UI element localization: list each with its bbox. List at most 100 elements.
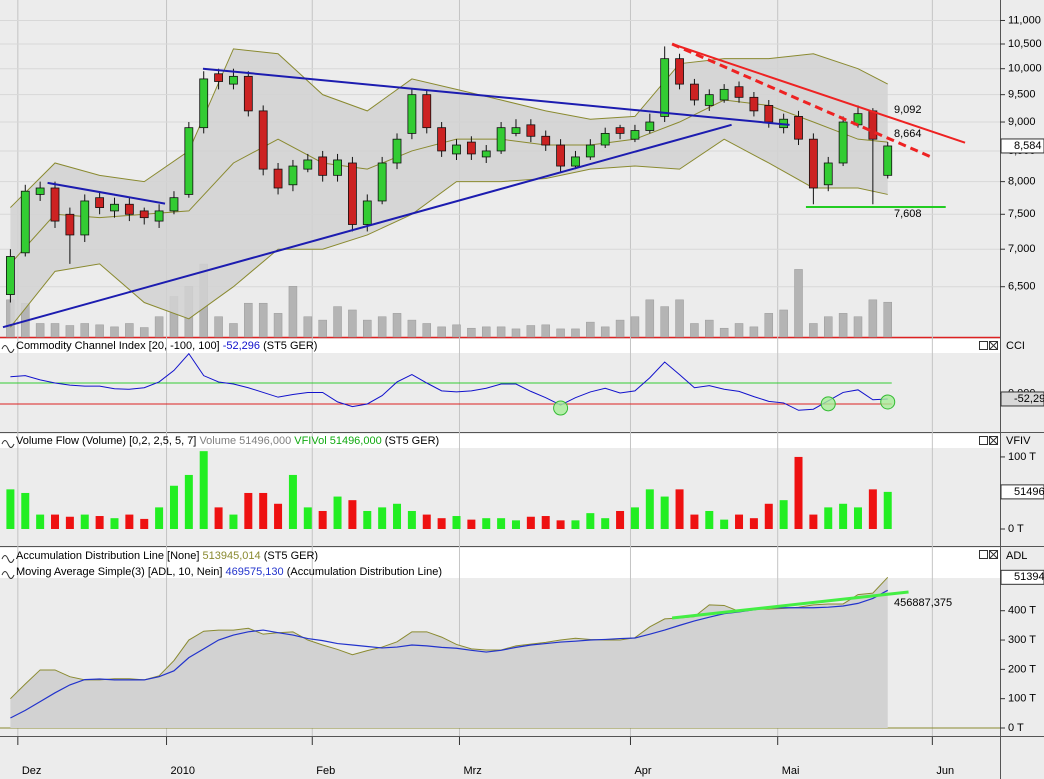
y-tick-label: 200 T (1008, 663, 1036, 675)
last-value-label: 51496,000 (1014, 486, 1044, 498)
panel-icons (1, 341, 998, 579)
volume-flow-bar (497, 518, 506, 529)
band-upper (10, 48, 888, 208)
volume-flow-bar (274, 503, 283, 529)
volume-bar (65, 325, 75, 338)
last-value-box (1000, 391, 1044, 407)
minimize-button[interactable] (979, 341, 988, 350)
volume-bar (392, 313, 402, 338)
volume-flow-bar (244, 492, 253, 529)
volume-flow-bar (794, 456, 803, 529)
header-part: (ST5 GER) (263, 340, 317, 352)
candle-body (585, 144, 595, 158)
candle-body (764, 105, 774, 123)
volume-flow-bar (571, 520, 580, 529)
y-tick-label: 7,000 (1008, 243, 1036, 255)
last-value-label: -52,296 (1014, 393, 1044, 405)
volume-flow-bar (6, 489, 15, 529)
candle-body (110, 203, 119, 212)
volume-flow-bar (616, 510, 625, 529)
band-lower (10, 138, 888, 328)
volume-bar (363, 319, 372, 338)
candle-body (675, 58, 684, 85)
candle-body (139, 210, 149, 219)
volume-flow-bar (511, 520, 520, 529)
volume-bar (690, 323, 699, 338)
candle-body (719, 88, 729, 101)
volume-bar (452, 324, 461, 338)
y-tick-label: 8,000 (1008, 176, 1036, 188)
volume-flow-bar (407, 510, 416, 529)
candle-body (823, 162, 833, 186)
header-part: Volume 51496,000 (199, 435, 291, 447)
candle-body (437, 127, 447, 152)
volume-flow-bar (824, 507, 833, 529)
y-tick-label: 10,500 (1008, 38, 1042, 50)
volume-bar (496, 326, 506, 338)
candle-body (303, 159, 313, 170)
volume-bar (586, 321, 595, 338)
minimize-button[interactable] (979, 436, 988, 445)
panel-header-text: Volume Flow (Volume) [0,2, 2,5, 5, 7] Vo… (16, 435, 439, 447)
volume-flow-bar (65, 516, 74, 529)
header-part: (ST5 GER) (385, 435, 439, 447)
cci-line (10, 352, 888, 411)
volume-bar (333, 306, 342, 338)
candle-body (481, 150, 491, 158)
close-button[interactable] (989, 436, 998, 445)
axis-title: ADL (1006, 550, 1027, 562)
header-part: Volume Flow (Volume) [0,2, 2,5, 5, 7] (16, 435, 196, 447)
volume-bar (526, 325, 536, 338)
volume-bar (675, 299, 684, 338)
y-tick-label: 400 T (1008, 605, 1036, 617)
volume-flow-bar (110, 518, 119, 529)
volume-bar (853, 316, 863, 338)
candle-body (20, 190, 30, 254)
volume-flow-bar (645, 489, 654, 529)
volume-bar (273, 313, 283, 338)
volume-flow-bar (318, 510, 327, 529)
candle-body (645, 121, 655, 131)
volume-bar (868, 299, 878, 338)
candle-body (883, 145, 893, 176)
panel-header (0, 434, 1000, 448)
volume-bar (719, 327, 729, 338)
panel-header-text: Accumulation Distribution Line [None] 51… (16, 550, 318, 562)
volume-bar (645, 299, 655, 338)
candle-body (600, 132, 610, 146)
trendline (671, 590, 909, 620)
volume-bar (139, 327, 149, 338)
candle-body (407, 94, 417, 134)
last-value-box (1000, 484, 1044, 500)
volume-bar (422, 323, 432, 338)
volume-bar (154, 316, 164, 338)
volume-bar (749, 326, 759, 338)
axis-title: VFIV (1006, 435, 1031, 447)
y-tick-label: 6,500 (1008, 281, 1036, 293)
candle-body (6, 256, 15, 295)
trendline (47, 181, 166, 205)
minimize-button[interactable] (979, 550, 988, 559)
close-icon (989, 436, 998, 445)
candle-body (466, 141, 476, 155)
volume-bar (883, 301, 892, 338)
volume-flow-bar (868, 489, 877, 529)
candle-body (541, 135, 551, 146)
close-button[interactable] (989, 341, 998, 350)
adl-area (10, 577, 888, 728)
candle-body (199, 78, 209, 129)
volume-bar (288, 286, 298, 338)
close-button[interactable] (989, 550, 998, 559)
candle-body (124, 203, 134, 215)
y-tick-label: 9,000 (1008, 116, 1036, 128)
volume-bar (481, 326, 491, 338)
close-icon (989, 550, 998, 559)
volume-flow-bar (660, 496, 669, 529)
x-tick-label: Jun (936, 765, 954, 777)
volume-flow-bar (749, 518, 758, 529)
volume-bar (556, 328, 565, 338)
volume-bar (541, 324, 550, 338)
volume-flow-bar (333, 496, 342, 529)
close-icon (989, 341, 998, 350)
volume-flow-bar (184, 474, 193, 529)
